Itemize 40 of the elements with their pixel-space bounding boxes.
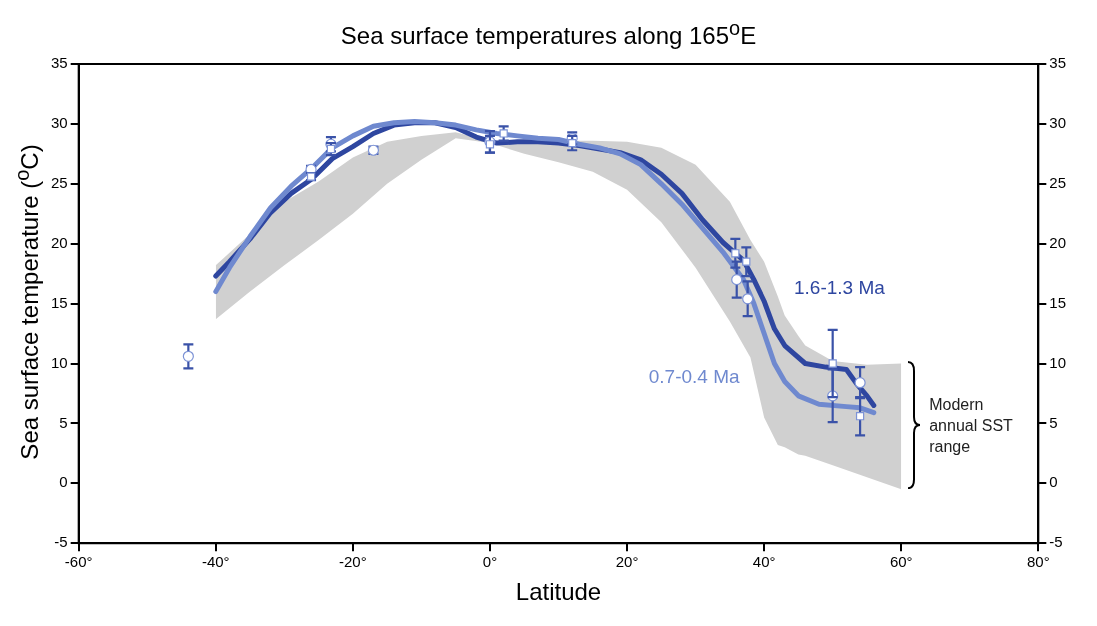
y2-tick-label: 30 [1049,114,1066,132]
y2-tick-label: 15 [1049,293,1066,311]
point [854,377,866,389]
x-tick-label: 60° [889,553,913,571]
point [182,350,194,362]
y-tick-label: 30 [51,114,68,132]
y2-tick-label: 10 [1049,353,1066,371]
y2-tick-label: 5 [1049,413,1058,431]
series-label: 1.6-1.3 Ma [794,276,886,298]
y-tick-label: 10 [51,353,68,371]
x-tick-label: 20° [615,553,639,571]
y2-tick-label: 0 [1049,473,1058,491]
y-tick-label: 0 [59,473,68,491]
y-tick-label: 25 [51,173,68,191]
x-axis-title: Latitude [515,578,602,606]
x-tick-label: 40° [752,553,776,571]
y2-tick-label: 25 [1049,173,1066,191]
y-tick-label: 15 [51,293,68,311]
y-tick-label: 20 [51,233,68,251]
chart-title: Sea surface temperatures along 165$^{o}$E [339,16,758,51]
y2-tick-label: 20 [1049,233,1066,251]
point [828,359,837,368]
y-tick-label: 35 [51,54,68,72]
y-tick-label: -5 [54,533,68,551]
point [742,257,751,266]
point [742,293,754,305]
point [731,274,743,286]
point [485,140,495,149]
y-tick-label: 5 [59,413,68,431]
x-tick-label: 80° [1026,553,1050,571]
x-tick-label: -40° [201,553,230,571]
x-tick-label: 0° [482,553,498,571]
y2-tick-label: 35 [1049,54,1066,72]
x-tick-label: -20° [339,553,367,571]
x-tick-label: -60° [64,553,93,571]
point [731,249,740,258]
series-label: 0.7-0.4 Ma [648,365,740,387]
annotation: Modern annual SST range [929,394,1014,457]
point [855,412,865,421]
y2-tick-label: -5 [1049,533,1063,551]
